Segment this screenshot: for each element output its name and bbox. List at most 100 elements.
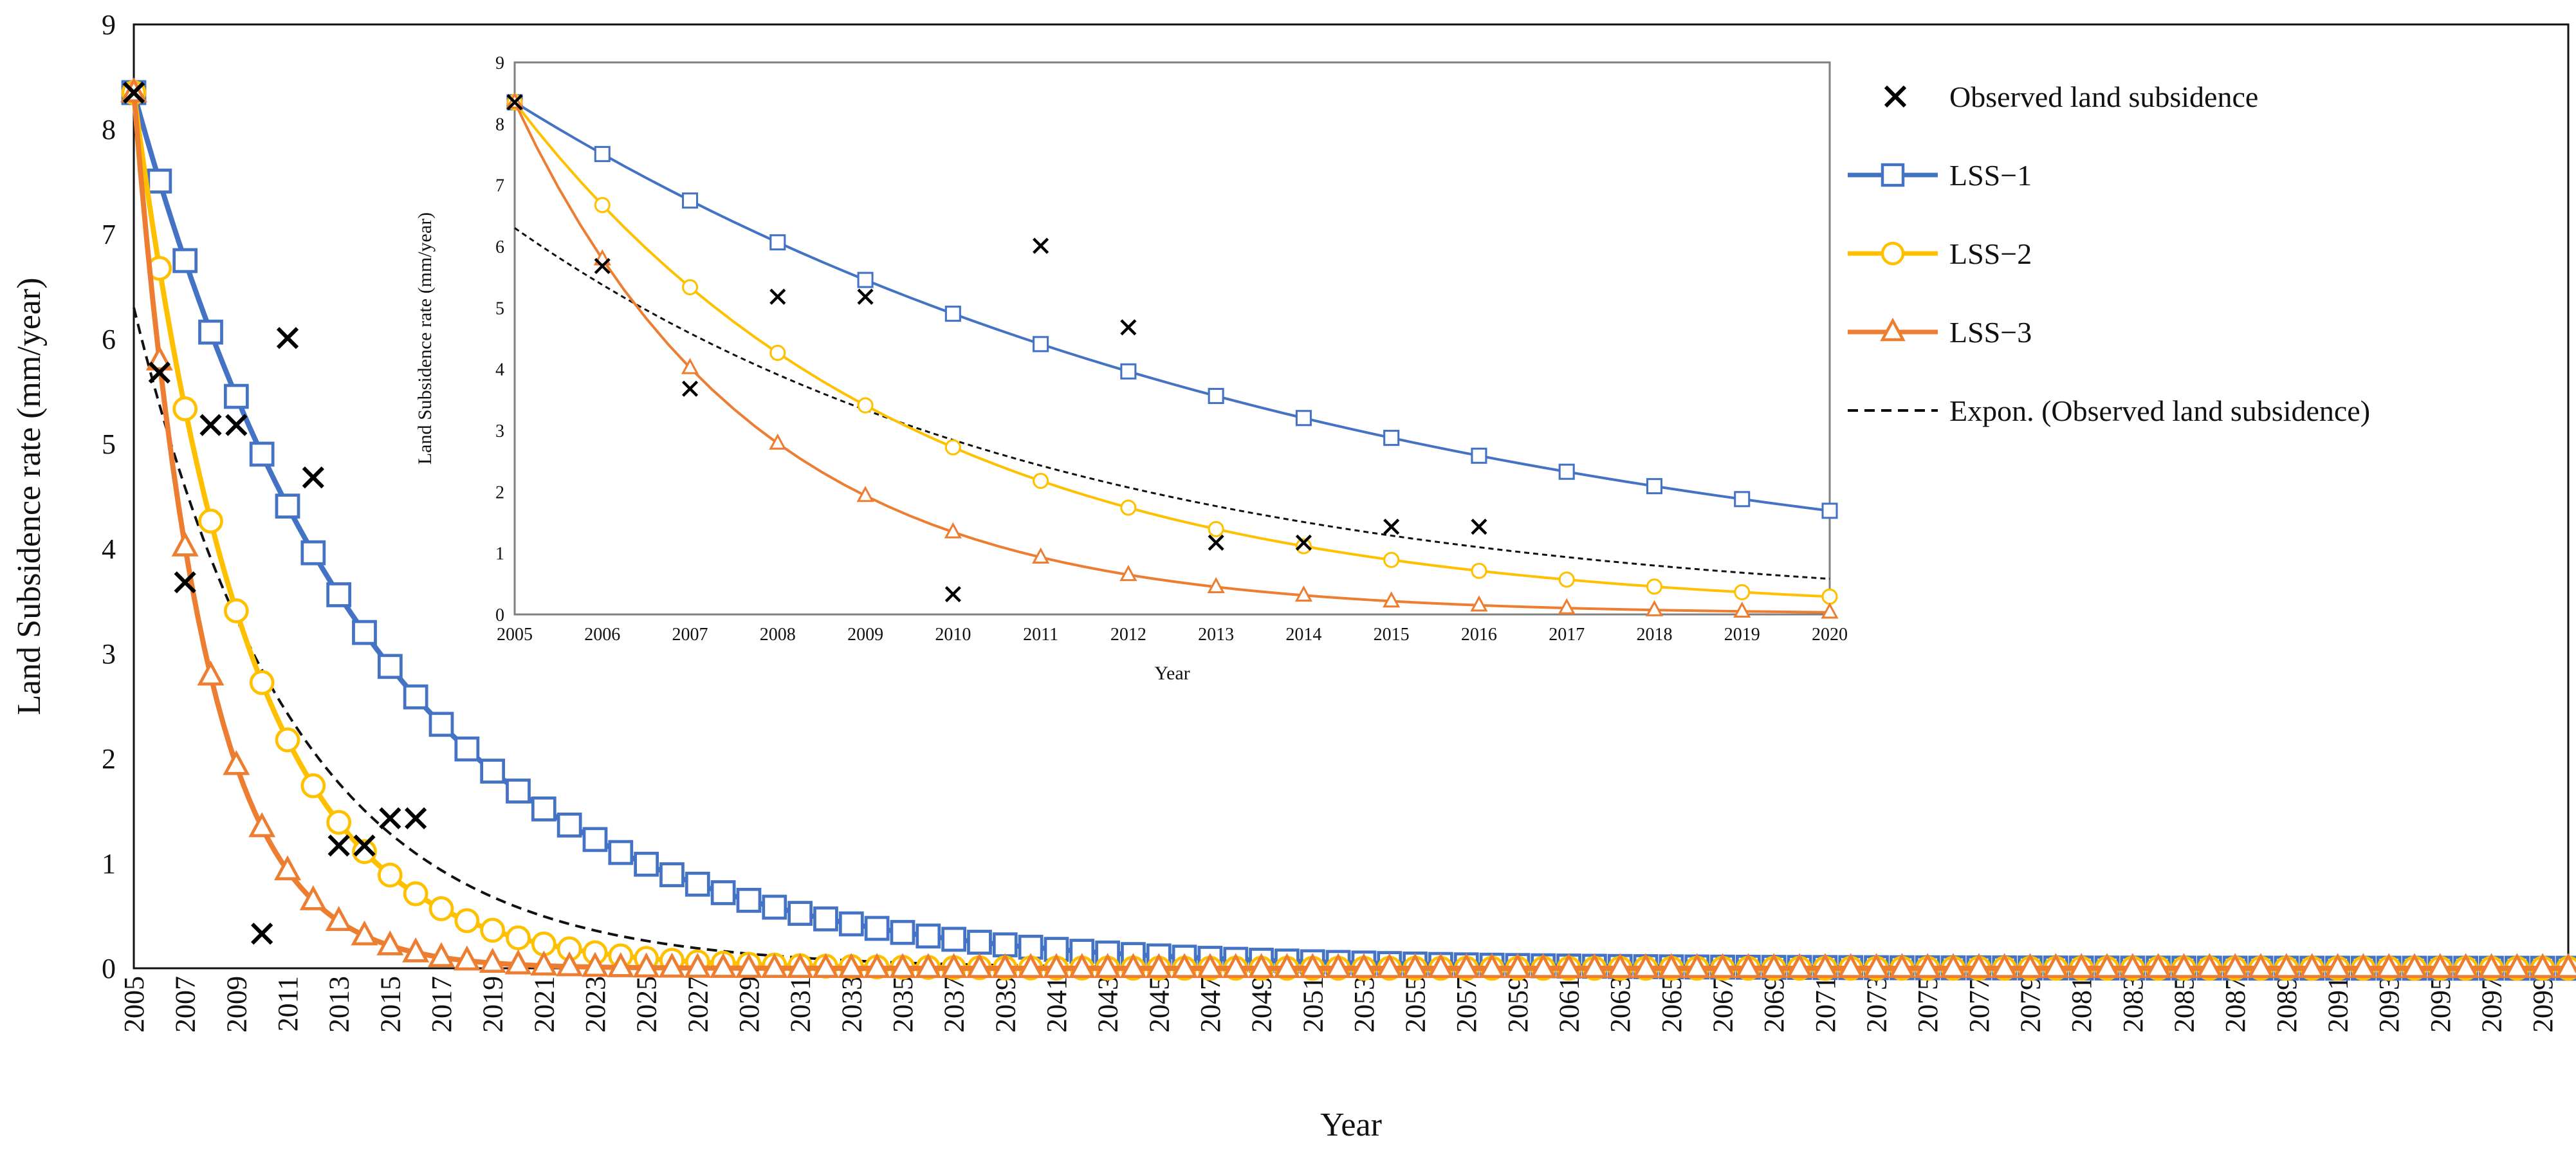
inset-observed-point xyxy=(944,585,961,603)
main-series-2-point xyxy=(403,881,428,907)
main-series-3-point xyxy=(248,812,276,838)
main-series-3-point xyxy=(838,953,865,979)
inset-xtick-label: 2009 xyxy=(847,625,883,645)
main-xtick-label: 2069 xyxy=(1758,976,1790,1033)
main-xtick-label: 2099 xyxy=(2527,976,2559,1033)
main-series-3-point xyxy=(1042,953,1070,979)
inset-series-3-point xyxy=(1383,591,1401,608)
main-series-2-point xyxy=(198,508,223,534)
legend-label: LSS−2 xyxy=(1949,237,2032,270)
main-series-3-point xyxy=(1632,953,1660,979)
main-series-3-point xyxy=(2119,953,2146,979)
main-series-3-point xyxy=(453,945,481,971)
main-series-3-point xyxy=(2298,953,2326,979)
legend-label: LSS−3 xyxy=(1949,316,2032,349)
inset-series-2-point xyxy=(1295,538,1312,555)
main-series-3-point xyxy=(786,953,814,979)
main-xtick-label: 2043 xyxy=(1092,976,1124,1033)
inset-series-1-point xyxy=(594,145,611,162)
main-series-1-point xyxy=(557,812,582,838)
inset-series-3-point xyxy=(1821,602,1839,619)
main-xtick-label: 2029 xyxy=(733,976,765,1033)
main-series-3-point xyxy=(914,953,942,979)
main-series-3-point xyxy=(1734,953,1762,979)
inset-xtick-label: 2017 xyxy=(1549,625,1585,645)
main-xtick-label: 2007 xyxy=(170,976,201,1033)
inset-plot-frame xyxy=(513,61,1831,616)
main-series-1-point xyxy=(685,871,710,897)
main-series-3-point xyxy=(940,953,968,979)
main-series-1-point xyxy=(813,906,838,932)
main-xtick-label: 2081 xyxy=(2066,976,2097,1033)
main-series-3-point xyxy=(1940,953,1967,979)
main-series-3-point xyxy=(1478,953,1506,979)
main-xtick-label: 2077 xyxy=(1964,976,1995,1033)
main-series-3-point xyxy=(351,920,378,946)
main-xtick-label: 2033 xyxy=(836,976,867,1033)
inset-xtick-label: 2006 xyxy=(584,625,620,645)
main-series-3-point xyxy=(1888,953,1916,979)
main-xtick-label: 2073 xyxy=(1861,976,1893,1033)
main-xtick-label: 2039 xyxy=(989,976,1021,1033)
main-series-1-point xyxy=(941,926,966,952)
main-series-3-point xyxy=(1171,953,1199,979)
main-xtick-label: 2067 xyxy=(1707,976,1739,1033)
main-series-3-point xyxy=(145,345,173,371)
main-series-1-point xyxy=(864,916,890,941)
main-series-3-point xyxy=(710,952,737,978)
inset-observed-point xyxy=(1471,519,1487,535)
main-series-3-point xyxy=(2068,953,2095,979)
main-observed-point xyxy=(148,362,170,384)
inset-series-1-point xyxy=(1471,447,1487,464)
main-series-3-point xyxy=(1504,953,1531,979)
inset-ytick-label: 0 xyxy=(495,605,504,625)
main-series-1-point xyxy=(967,930,992,955)
main-series-3-point xyxy=(2016,953,2044,979)
main-series-1-point xyxy=(454,736,480,762)
inset-plot: 0 1 2 3 4 5 6 7 8 9 2005 2006 2007 2008 2009 2010 2011 20… xyxy=(414,53,1848,684)
main-xtick-label: 2065 xyxy=(1656,976,1688,1033)
inset-series-3-point xyxy=(1733,601,1751,618)
main-series-3-point xyxy=(1863,953,1890,979)
main-xtick-label: 2027 xyxy=(682,976,713,1033)
main-xtick-label: 2059 xyxy=(1502,976,1534,1033)
main-ytick-label: 6 xyxy=(102,324,116,355)
inset-xtick-label: 2007 xyxy=(672,625,708,645)
main-series-3-point xyxy=(1683,953,1711,979)
main-xtick-label: 2049 xyxy=(1246,976,1278,1033)
inset-series-2-point xyxy=(1120,499,1137,516)
main-series-1-point xyxy=(352,620,377,645)
main-xtick-label: 2013 xyxy=(324,976,355,1033)
inset-series-2-point xyxy=(1033,472,1049,489)
main-series-3-point xyxy=(888,953,916,979)
inset-observed-point xyxy=(857,288,874,305)
main-series-3-point xyxy=(2222,953,2249,979)
main-observed-point xyxy=(251,923,273,945)
main-series-3-point xyxy=(2093,953,2121,979)
main-series-2-point xyxy=(300,773,326,798)
main-observed-point xyxy=(302,466,324,489)
inset-series-2-point xyxy=(944,439,961,456)
main-xtick-label: 2017 xyxy=(426,976,457,1033)
inset-series-line-1 xyxy=(513,101,1830,512)
main-series-3-point xyxy=(2324,953,2351,979)
main-series-1-point xyxy=(531,796,557,822)
inset-ytick-label: 8 xyxy=(495,115,504,134)
main-xtick-label: 2085 xyxy=(2169,976,2200,1033)
main-series-3-point xyxy=(325,906,353,932)
main-series-3-point xyxy=(1529,953,1557,979)
main-observed-point xyxy=(199,414,222,436)
inset-series-3-point xyxy=(769,433,787,450)
main-series-3-point xyxy=(2555,953,2576,979)
main-series-3-point xyxy=(2529,953,2557,979)
main-xtick-label: 2057 xyxy=(1451,976,1482,1033)
main-series-2-point xyxy=(454,908,480,934)
inset-series-3-point xyxy=(1558,598,1576,614)
main-series-1-point xyxy=(659,862,685,887)
main-xtick-label: 2053 xyxy=(1348,976,1380,1033)
main-series-1-point xyxy=(838,911,864,937)
main-series-3-point xyxy=(760,953,788,978)
main-observed-point xyxy=(174,571,196,594)
main-ytick-label: 7 xyxy=(102,219,116,250)
